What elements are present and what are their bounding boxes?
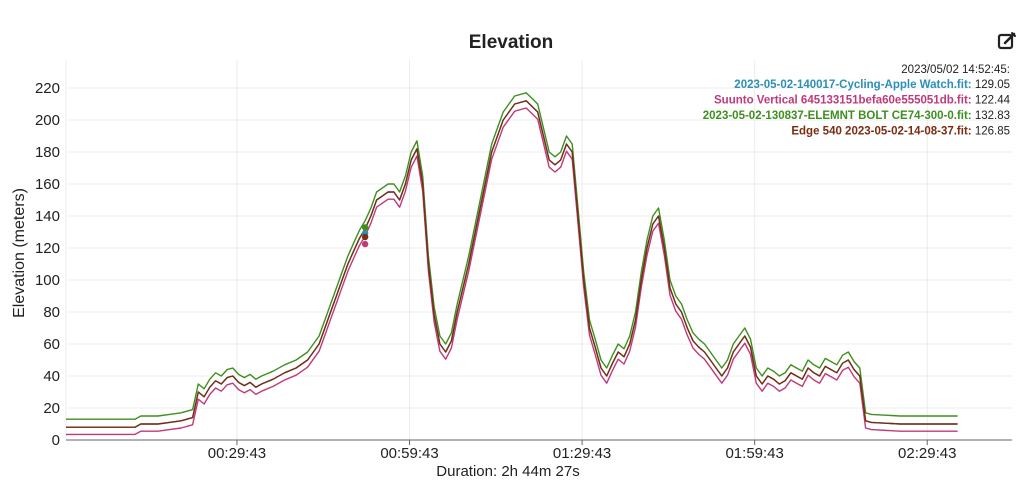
x-tick-label: 02:29:43: [898, 445, 956, 462]
x-axis: 00:29:43 00:59:43 01:29:43 01:59:43 02:29:43: [208, 440, 956, 462]
legend-series-value: 132.83: [972, 110, 1010, 122]
y-tick-label: 80: [43, 304, 60, 321]
x-tick-label: 00:29:43: [208, 445, 266, 462]
grid: [65, 60, 1012, 441]
series-lines: [66, 92, 958, 436]
y-tick-label: 160: [35, 176, 60, 193]
y-tick-label: 120: [35, 240, 60, 257]
cursor-point: [361, 233, 369, 241]
chart-title: Elevation: [469, 32, 553, 53]
legend-entry: 2023-05-02-140017-Cycling-Apple Watch.fi…: [734, 79, 1010, 91]
y-tick-label: 100: [35, 272, 60, 289]
legend-series-value: 122.44: [972, 95, 1011, 107]
y-tick-label: 0: [52, 432, 60, 449]
series-line: [66, 107, 958, 436]
legend-series-value: 126.85: [972, 126, 1010, 138]
series-line: [66, 100, 958, 428]
series-line: [66, 100, 958, 428]
y-tick-label: 60: [43, 336, 60, 353]
legend: 2023/05/02 14:52:45: 2023-05-02-140017-Cy…: [703, 64, 1011, 138]
y-axis: 0 20 40 60 80 100 120 140 160 180 200 220: [35, 80, 60, 449]
y-tick-label: 200: [35, 112, 60, 129]
cursor-point: [361, 240, 369, 248]
x-tick-label: 00:59:43: [380, 445, 438, 462]
y-tick-label: 140: [35, 208, 60, 225]
cursor-point: [361, 224, 369, 231]
y-tick-label: 40: [43, 368, 60, 385]
x-tick-label: 01:29:43: [553, 445, 611, 462]
x-tick-label: 01:59:43: [725, 445, 783, 462]
y-tick-label: 220: [35, 80, 60, 97]
series-line: [66, 92, 958, 420]
legend-entry: Edge 540 2023-05-02-14-08-37.fit: 126.85: [791, 126, 1010, 138]
legend-timestamp: 2023/05/02 14:52:45:: [901, 64, 1010, 76]
legend-series-name: 2023-05-02-140017-Cycling-Apple Watch.fi…: [734, 79, 971, 91]
y-tick-label: 180: [35, 144, 60, 161]
legend-series-name: Suunto Vertical 645133151befa60e555051db…: [714, 95, 972, 107]
legend-entry: 2023-05-02-130837-ELEMNT BOLT CE74-300-0…: [703, 110, 1010, 122]
x-axis-title: Duration: 2h 44m 27s: [436, 463, 579, 480]
y-tick-label: 20: [43, 400, 60, 417]
edit-icon[interactable]: [996, 30, 1018, 52]
legend-series-value: 129.05: [972, 79, 1010, 91]
legend-series-name: 2023-05-02-130837-ELEMNT BOLT CE74-300-0…: [703, 110, 972, 122]
y-axis-title: Elevation (meters): [11, 188, 28, 318]
legend-entry: Suunto Vertical 645133151befa60e555051db…: [714, 95, 1011, 107]
legend-series-name: Edge 540 2023-05-02-14-08-37.fit:: [791, 126, 971, 138]
